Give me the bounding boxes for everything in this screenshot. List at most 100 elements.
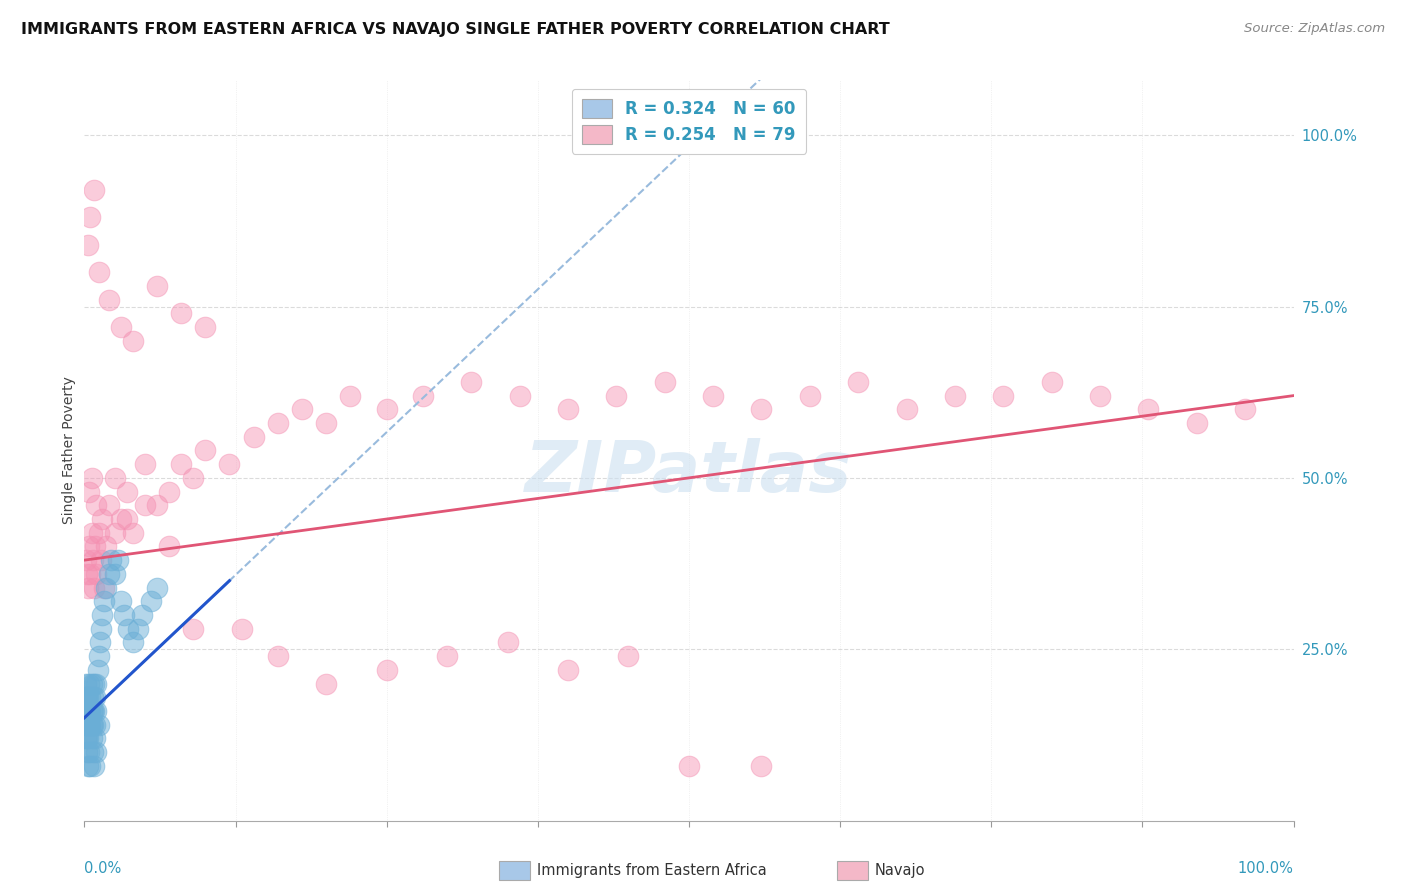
- Point: [79, 704, 101, 718]
- Point: [943, 389, 966, 403]
- Point: [1234, 402, 1257, 417]
- Point: [115, 512, 138, 526]
- Point: [93, 581, 115, 595]
- Point: [86, 704, 108, 718]
- Point: [80, 717, 103, 731]
- Point: [702, 389, 724, 403]
- Point: [80, 704, 103, 718]
- Point: [993, 389, 1015, 403]
- Point: [83, 704, 105, 718]
- Point: [75, 553, 97, 567]
- Point: [76, 731, 98, 746]
- Point: [139, 594, 162, 608]
- Point: [121, 334, 143, 348]
- Point: [436, 649, 458, 664]
- Point: [1088, 389, 1111, 403]
- Point: [79, 690, 101, 705]
- Point: [460, 375, 482, 389]
- Point: [79, 717, 101, 731]
- Point: [76, 745, 98, 759]
- Text: Source: ZipAtlas.com: Source: ZipAtlas.com: [1244, 22, 1385, 36]
- Point: [231, 622, 253, 636]
- Point: [76, 704, 98, 718]
- Point: [110, 512, 132, 526]
- Point: [1137, 402, 1160, 417]
- Text: 0.0%: 0.0%: [84, 862, 121, 876]
- Text: Navajo: Navajo: [875, 863, 925, 878]
- Point: [170, 306, 193, 320]
- Point: [87, 525, 110, 540]
- Point: [76, 690, 98, 705]
- Point: [117, 622, 139, 636]
- Point: [87, 649, 110, 664]
- Point: [77, 759, 100, 773]
- Point: [1040, 375, 1063, 389]
- Point: [76, 717, 98, 731]
- Point: [121, 525, 143, 540]
- Point: [100, 553, 122, 567]
- Point: [339, 389, 361, 403]
- Point: [86, 566, 108, 581]
- Point: [86, 498, 108, 512]
- Point: [77, 676, 100, 690]
- Point: [97, 498, 120, 512]
- Point: [315, 676, 337, 690]
- Point: [84, 690, 107, 705]
- Point: [77, 731, 100, 746]
- Point: [91, 607, 114, 622]
- Point: [1185, 416, 1208, 430]
- Legend: R = 0.324   N = 60, R = 0.254   N = 79: R = 0.324 N = 60, R = 0.254 N = 79: [572, 88, 806, 153]
- Point: [97, 566, 120, 581]
- Point: [617, 649, 640, 664]
- Point: [146, 581, 169, 595]
- Point: [104, 471, 127, 485]
- Point: [94, 540, 117, 554]
- Point: [84, 540, 107, 554]
- Point: [496, 635, 519, 649]
- Point: [84, 717, 107, 731]
- Point: [375, 663, 398, 677]
- Point: [91, 512, 114, 526]
- Point: [194, 443, 217, 458]
- Y-axis label: Single Father Poverty: Single Father Poverty: [62, 376, 76, 524]
- Point: [267, 416, 290, 430]
- Point: [110, 320, 132, 334]
- Point: [218, 457, 240, 471]
- Point: [80, 676, 103, 690]
- Point: [83, 581, 105, 595]
- Point: [77, 540, 100, 554]
- Point: [110, 594, 132, 608]
- Point: [82, 553, 104, 567]
- Text: 100.0%: 100.0%: [1237, 862, 1294, 876]
- Text: IMMIGRANTS FROM EASTERN AFRICA VS NAVAJO SINGLE FATHER POVERTY CORRELATION CHART: IMMIGRANTS FROM EASTERN AFRICA VS NAVAJO…: [21, 22, 890, 37]
- Point: [134, 498, 156, 512]
- Point: [107, 553, 129, 567]
- Point: [83, 183, 105, 197]
- Point: [104, 566, 127, 581]
- Point: [75, 717, 97, 731]
- Point: [127, 622, 149, 636]
- Point: [80, 731, 103, 746]
- Point: [654, 375, 676, 389]
- Point: [77, 717, 100, 731]
- Point: [77, 717, 100, 731]
- Point: [87, 265, 110, 279]
- Point: [86, 676, 108, 690]
- Point: [89, 635, 111, 649]
- Point: [412, 389, 434, 403]
- Point: [94, 581, 117, 595]
- Point: [291, 402, 314, 417]
- Point: [157, 484, 180, 499]
- Point: [146, 498, 169, 512]
- Point: [75, 690, 97, 705]
- Point: [90, 622, 112, 636]
- Point: [75, 676, 97, 690]
- Point: [75, 704, 97, 718]
- Point: [86, 745, 108, 759]
- Point: [84, 731, 107, 746]
- Point: [77, 484, 100, 499]
- Point: [115, 484, 138, 499]
- Point: [77, 745, 100, 759]
- Point: [134, 457, 156, 471]
- Point: [194, 320, 217, 334]
